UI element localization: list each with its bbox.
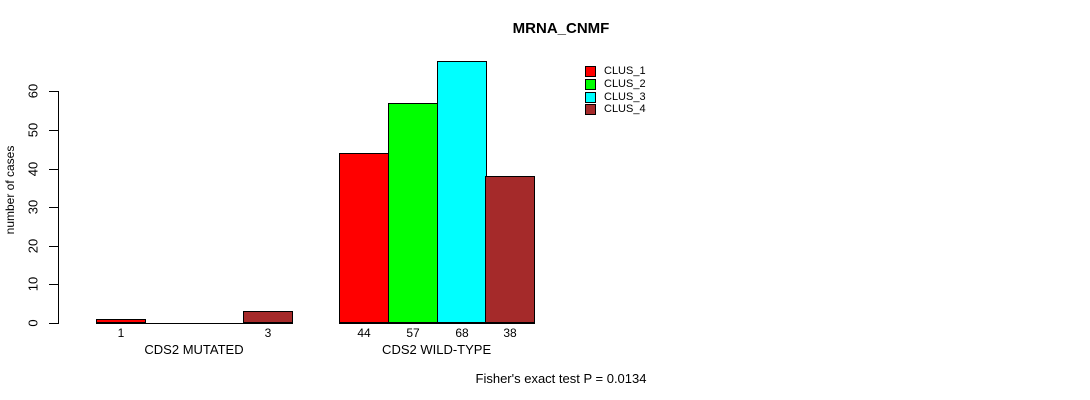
legend-swatch-CLUS_2 — [585, 79, 596, 90]
legend-swatch-CLUS_1 — [585, 66, 596, 77]
y-tick-label: 10 — [25, 276, 41, 292]
legend-label-CLUS_2: CLUS_2 — [604, 78, 646, 90]
bar-CLUS_1 — [96, 319, 146, 323]
group-baseline — [96, 323, 293, 324]
y-axis-title: number of cases — [3, 145, 17, 235]
bar-value-label: 38 — [503, 326, 517, 340]
y-tick — [49, 323, 58, 324]
legend-swatch-CLUS_3 — [585, 92, 596, 103]
bar-value-label: 57 — [406, 326, 420, 340]
bar-value-label: 68 — [455, 326, 469, 340]
fisher-test-annotation: Fisher's exact test P = 0.0134 — [475, 371, 647, 386]
y-tick-label: 50 — [25, 122, 41, 138]
y-tick — [49, 91, 58, 92]
legend-label-CLUS_1: CLUS_1 — [604, 65, 646, 77]
y-axis-line — [58, 91, 59, 324]
x-group-label: CDS2 WILD-TYPE — [382, 342, 492, 357]
y-tick — [49, 284, 58, 285]
y-tick-label: 60 — [25, 83, 41, 99]
chart-title: MRNA_CNMF — [512, 20, 610, 37]
bar-CLUS_2 — [388, 103, 438, 323]
bar-value-label: 1 — [117, 326, 125, 340]
legend-label-CLUS_4: CLUS_4 — [604, 103, 646, 115]
legend-label-CLUS_3: CLUS_3 — [604, 91, 646, 103]
y-tick-label: 40 — [25, 161, 41, 177]
bar-CLUS_3 — [437, 61, 487, 323]
group-baseline — [339, 323, 535, 324]
y-tick-label: 30 — [25, 199, 41, 215]
y-tick — [49, 130, 58, 131]
y-tick-label: 0 — [25, 319, 41, 327]
y-tick-label: 20 — [25, 238, 41, 254]
y-tick — [49, 207, 58, 208]
bar-value-label: 44 — [357, 326, 371, 340]
bar-CLUS_1 — [339, 153, 389, 323]
y-tick — [49, 246, 58, 247]
bar-CLUS_4 — [243, 311, 293, 323]
x-group-label: CDS2 MUTATED — [144, 342, 244, 357]
y-tick — [49, 169, 58, 170]
legend-swatch-CLUS_4 — [585, 104, 596, 115]
bar-value-label: 3 — [264, 326, 272, 340]
bar-CLUS_4 — [485, 176, 535, 323]
